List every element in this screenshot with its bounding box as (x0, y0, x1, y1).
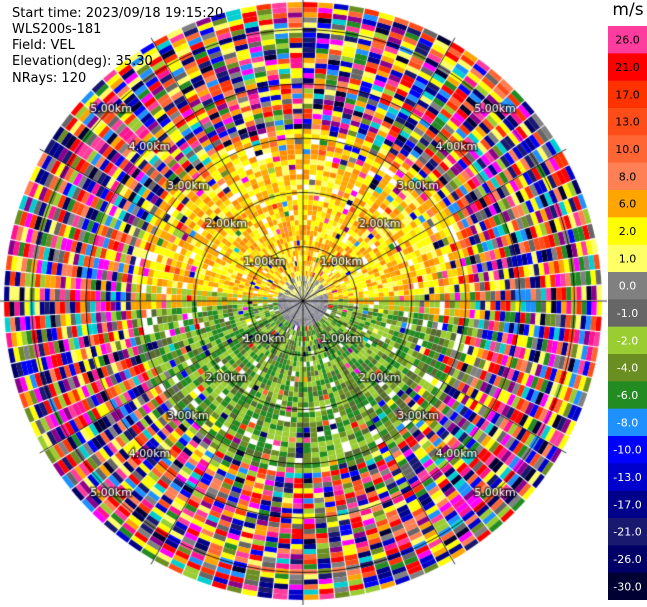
colorbar-tick-label: 6.0 (619, 198, 637, 211)
nrays-label: NRays: 120 (12, 71, 87, 86)
colorbar-tick-label: -13.0 (613, 471, 641, 484)
colorbar-swatch (608, 545, 647, 574)
colorbar-tick-label: -10.0 (613, 444, 641, 457)
colorbar-swatch (608, 135, 647, 164)
elevation-label: Elevation(deg): 35.30 (12, 54, 153, 69)
colorbar-tick-label: -1.0 (617, 307, 638, 320)
colorbar-swatch (608, 108, 647, 136)
colorbar-swatch (608, 53, 647, 82)
colorbar-tick-label: 21.0 (615, 61, 640, 74)
colorbar-swatch (608, 572, 647, 600)
colorbar-swatch (608, 162, 647, 191)
colorbar-tick-label: 2.0 (619, 225, 637, 238)
colorbar-tick-label: -4.0 (617, 362, 638, 375)
colorbar-swatch (608, 26, 647, 54)
instrument-label: WLS200s-181 (12, 22, 102, 37)
colorbar-tick-label: -26.0 (613, 553, 641, 566)
colorbar-tick-label: 1.0 (619, 252, 637, 265)
colorbar-tick-label: -30.0 (613, 580, 641, 593)
colorbar-swatch (608, 490, 647, 519)
colorbar-swatch (608, 408, 647, 437)
colorbar-tick-label: -8.0 (617, 416, 638, 429)
colorbar-tick-label: -17.0 (613, 498, 641, 511)
colorbar-swatch (608, 190, 647, 218)
colorbar-tick-label: 10.0 (615, 143, 640, 156)
colorbar-swatch (608, 299, 647, 328)
colorbar-swatch (608, 354, 647, 382)
colorbar-unit: m/s (612, 0, 644, 20)
colorbar-tick-label: -2.0 (617, 334, 638, 347)
colorbar-tick-label: 26.0 (615, 34, 640, 47)
colorbar-tick-label: 13.0 (615, 116, 640, 129)
colorbar-tick-label: 0.0 (619, 280, 637, 293)
start-time-label: Start time: 2023/09/18 19:15:20 (12, 6, 224, 21)
colorbar: 26.0 21.0 17.0 13.0 10.0 8.0 6.0 2.0 1.0 0.0 -1.0 -… (608, 26, 647, 600)
colorbar-tick-label: -21.0 (613, 526, 641, 539)
colorbar-swatch (608, 381, 647, 410)
colorbar-swatch (608, 272, 647, 300)
colorbar-swatch (608, 436, 647, 464)
colorbar-swatch (608, 463, 647, 492)
field-label: Field: VEL (12, 38, 75, 53)
colorbar-swatch (608, 518, 647, 546)
colorbar-swatch (608, 80, 647, 109)
colorbar-tick-label: 17.0 (615, 88, 640, 101)
colorbar-swatch (608, 326, 647, 355)
colorbar-tick-label: 8.0 (619, 170, 637, 183)
colorbar-swatch (608, 217, 647, 246)
colorbar-swatch (608, 244, 647, 273)
colorbar-tick-label: -6.0 (617, 389, 638, 402)
